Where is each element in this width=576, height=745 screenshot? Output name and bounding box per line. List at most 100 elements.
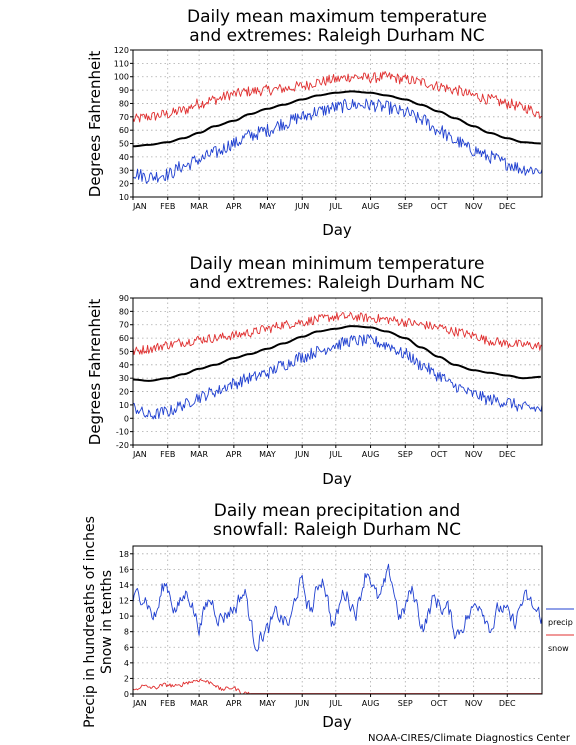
y-tick-label: 90	[119, 86, 129, 95]
x-tick-label: APR	[226, 450, 242, 459]
x-tick-label: JUN	[294, 202, 309, 211]
x-tick-label: JAN	[132, 202, 147, 211]
max-temp-x-axis-label: Day	[322, 221, 352, 239]
x-tick-label: AUG	[362, 699, 380, 708]
x-tick-label: JUL	[328, 699, 342, 708]
max-temp-title-line-2: and extremes: Raleigh Durham NC	[189, 26, 484, 46]
y-tick-label: 14	[119, 581, 129, 590]
x-tick-label: DEC	[499, 699, 516, 708]
plot-frame	[132, 49, 543, 198]
x-tick-label: SEP	[398, 699, 413, 708]
y-tick-label: 70	[119, 321, 129, 330]
x-tick-label: APR	[226, 699, 242, 708]
min-temp-x-axis-label: Day	[322, 470, 352, 488]
plot-frame	[132, 545, 543, 695]
min-temp-title-line-2: and extremes: Raleigh Durham NC	[189, 273, 484, 293]
y-tick-label: 10	[119, 193, 129, 202]
min-temp-title-line-1: Daily mean minimum temperature	[190, 254, 485, 274]
y-tick-label: 60	[119, 126, 129, 135]
x-tick-label: FEB	[160, 202, 175, 211]
x-tick-label: DEC	[499, 202, 516, 211]
precip-x-axis-label: Day	[322, 713, 352, 731]
series-precip-line	[132, 563, 543, 652]
max-temp-y-axis-label: Degrees Fahrenheit	[86, 51, 104, 198]
y-tick-label: 6	[124, 643, 129, 652]
y-tick-label: 110	[114, 59, 129, 68]
legend-label-snow: snow	[548, 644, 569, 653]
x-tick-label: MAY	[259, 699, 276, 708]
series-upper-line	[132, 311, 543, 355]
y-tick-label: 40	[119, 361, 129, 370]
y-tick-label: 10	[119, 401, 129, 410]
y-tick-label: 50	[119, 347, 129, 356]
x-tick-label: AUG	[362, 450, 380, 459]
x-tick-label: NOV	[465, 699, 483, 708]
series-lower-line	[132, 334, 543, 420]
series-upper-line	[132, 71, 543, 123]
y-tick-label: 2	[124, 674, 129, 683]
x-tick-label: MAR	[190, 699, 208, 708]
legend-label-precip: precip	[548, 618, 573, 627]
x-tick-label: JUL	[328, 202, 342, 211]
x-tick-label: FEB	[160, 699, 175, 708]
y-tick-label: 18	[119, 550, 129, 559]
y-tick-label: 4	[124, 659, 129, 668]
plot-frame	[132, 297, 543, 446]
y-tick-label: 90	[119, 294, 129, 303]
x-tick-label: JUN	[294, 699, 309, 708]
y-tick-label: 50	[119, 140, 129, 149]
x-tick-label: FEB	[160, 450, 175, 459]
x-tick-label: MAY	[259, 202, 276, 211]
y-tick-label: 30	[119, 374, 129, 383]
max-temperature-panel: Daily mean maximum temperature and extre…	[86, 7, 543, 239]
y-tick-label: 12	[119, 597, 129, 606]
y-tick-label: 100	[114, 73, 129, 82]
series-mean-line	[133, 90, 541, 148]
y-tick-label: 8	[124, 628, 129, 637]
series-lower-line	[132, 98, 543, 184]
series-snow-line	[132, 678, 542, 695]
precip-y-axis-label-line-2: Snow in tenths	[99, 570, 115, 674]
x-tick-label: NOV	[465, 450, 483, 459]
y-tick-label: 0	[124, 690, 129, 699]
x-tick-label: SEP	[398, 202, 413, 211]
x-tick-label: JAN	[132, 450, 147, 459]
min-temperature-panel: Daily mean minimum temperature and extre…	[86, 254, 543, 488]
x-tick-label: JAN	[132, 699, 147, 708]
x-tick-label: OCT	[431, 202, 448, 211]
y-tick-label: 20	[119, 388, 129, 397]
y-tick-label: 80	[119, 307, 129, 316]
min-temp-y-axis-label: Degrees Fahrenheit	[86, 299, 104, 446]
x-tick-label: MAR	[190, 450, 208, 459]
x-tick-label: JUL	[328, 450, 342, 459]
y-tick-label: -20	[116, 441, 129, 450]
credit-text: NOAA-CIRES/Climate Diagnostics Center	[368, 733, 571, 744]
y-tick-label: 70	[119, 113, 129, 122]
y-tick-label: 10	[119, 612, 129, 621]
x-tick-label: SEP	[398, 450, 413, 459]
y-tick-label: 0	[124, 414, 129, 423]
series-mean-line	[132, 325, 541, 382]
y-tick-label: 30	[119, 166, 129, 175]
x-tick-label: AUG	[362, 202, 380, 211]
x-tick-label: MAY	[259, 450, 276, 459]
x-tick-label: DEC	[499, 450, 516, 459]
x-tick-label: NOV	[465, 202, 483, 211]
y-tick-label: 120	[114, 46, 129, 55]
x-tick-label: JUN	[294, 450, 309, 459]
y-tick-label: 80	[119, 99, 129, 108]
precip-y-axis-label-line-1: Precip in hundreaths of inches	[82, 516, 98, 728]
y-tick-label: 16	[119, 565, 129, 574]
max-temp-title-line-1: Daily mean maximum temperature	[187, 7, 487, 27]
precipitation-panel: Daily mean precipitation and snowfall: R…	[82, 501, 574, 731]
y-tick-label: 40	[119, 153, 129, 162]
y-tick-label: 60	[119, 334, 129, 343]
precip-title-line-1: Daily mean precipitation and	[214, 501, 461, 521]
precip-title-line-2: snowfall: Raleigh Durham NC	[213, 520, 461, 540]
x-tick-label: MAR	[190, 202, 208, 211]
x-tick-label: APR	[226, 202, 242, 211]
x-tick-label: OCT	[431, 450, 448, 459]
y-tick-label: -10	[116, 428, 129, 437]
x-tick-label: OCT	[431, 699, 448, 708]
